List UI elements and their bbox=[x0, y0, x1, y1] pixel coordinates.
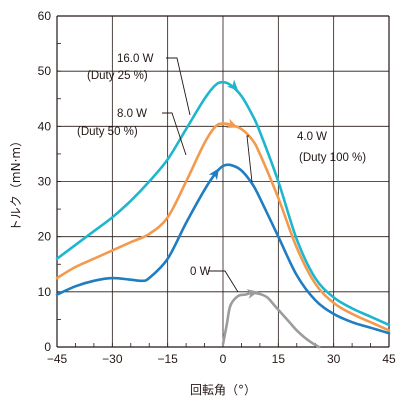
annotation-8w-label: 8.0 W bbox=[117, 108, 147, 120]
series-arrow-2 bbox=[208, 168, 219, 181]
x-tick-label: −15 bbox=[157, 352, 178, 366]
series-arrow-0 bbox=[226, 79, 239, 91]
x-tick-label: 15 bbox=[272, 352, 286, 366]
x-axis-title: 回転角（°） bbox=[190, 383, 256, 397]
y-tick-label: 40 bbox=[38, 119, 52, 133]
x-tick-label: 30 bbox=[327, 352, 341, 366]
series-lines bbox=[55, 80, 391, 349]
series-arrows bbox=[208, 79, 259, 299]
annotation-0w-label: 0 W bbox=[190, 266, 211, 278]
x-tick-label: 45 bbox=[382, 352, 396, 366]
x-tick-label: −30 bbox=[102, 352, 123, 366]
y-axis-title: トルク（mN·m） bbox=[9, 135, 23, 231]
series-arrow-3 bbox=[246, 289, 259, 299]
x-tick-label: 0 bbox=[220, 352, 227, 366]
annotation-16w-duty: (Duty 25 %) bbox=[87, 70, 148, 82]
y-tick-label: 50 bbox=[38, 64, 52, 78]
y-tick-label: 60 bbox=[38, 9, 52, 23]
annotation-4w-duty: (Duty 100 %) bbox=[299, 152, 366, 164]
series-line-1 bbox=[55, 122, 391, 332]
annotation-16w-label: 16.0 W bbox=[117, 53, 154, 65]
y-tick-label: 0 bbox=[44, 340, 51, 354]
series-arrow-1 bbox=[225, 118, 238, 129]
y-tick-label: 20 bbox=[38, 230, 52, 244]
annotation-8w-duty: (Duty 50 %) bbox=[77, 126, 138, 138]
series-line-0 bbox=[55, 80, 391, 327]
x-tick-label: −45 bbox=[47, 352, 68, 366]
y-tick-label: 10 bbox=[38, 285, 52, 299]
tick-labels: −45 −30 −15 0 15 30 45 0 10 20 30 40 50 60 bbox=[38, 9, 396, 366]
annotation-4w-label: 4.0 W bbox=[297, 131, 327, 143]
series-line-3 bbox=[221, 291, 321, 349]
annotation-leaders bbox=[162, 57, 253, 293]
series-line-2 bbox=[55, 163, 391, 335]
y-tick-label: 30 bbox=[38, 175, 52, 189]
grid bbox=[56, 15, 390, 348]
